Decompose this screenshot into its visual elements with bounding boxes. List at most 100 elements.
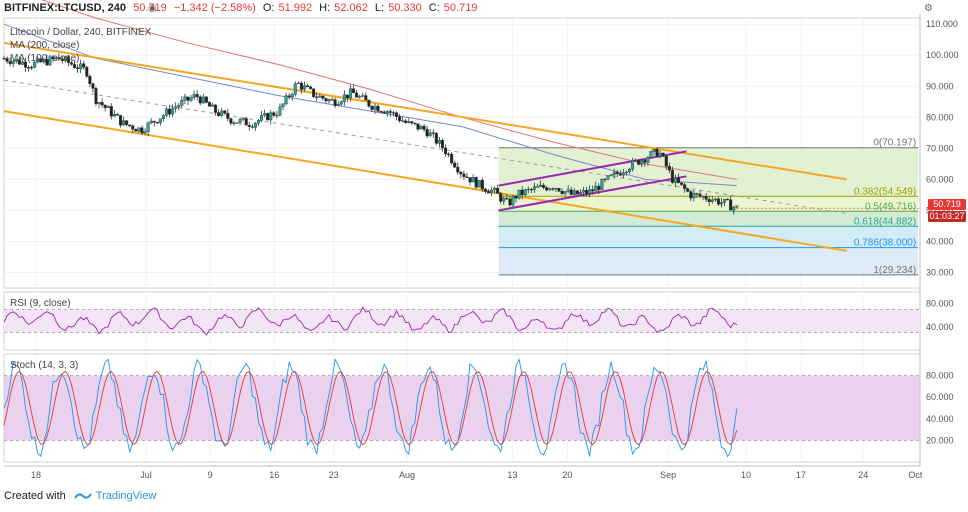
candle — [388, 111, 392, 113]
candle — [716, 198, 720, 205]
tradingview-brand[interactable]: TradingView — [95, 490, 157, 502]
chart-legend-title: Litecoin / Dollar, 240, BITFINEX — [10, 27, 152, 38]
candle — [398, 116, 402, 121]
candle — [296, 82, 300, 84]
eye-icon[interactable]: ◉ — [148, 3, 157, 14]
candle — [14, 59, 18, 62]
candle — [667, 166, 671, 171]
price-change: −1.342 (−2.58%) — [173, 2, 256, 14]
candle — [186, 96, 190, 101]
candle — [382, 111, 386, 114]
candle — [226, 112, 230, 119]
candle — [683, 184, 687, 189]
candle — [416, 123, 420, 130]
candle — [358, 96, 362, 98]
candle — [27, 67, 31, 69]
candle — [370, 106, 374, 110]
stoch-legend[interactable]: Stoch (14, 3, 3) — [10, 360, 79, 371]
candle — [391, 112, 395, 114]
candle — [640, 160, 644, 165]
candle — [453, 162, 457, 168]
candle — [713, 198, 717, 201]
candle — [385, 111, 389, 114]
candle — [336, 103, 340, 106]
candle — [609, 174, 613, 177]
candle — [499, 193, 503, 202]
candle — [490, 189, 494, 194]
candle — [69, 62, 73, 65]
candle — [73, 64, 77, 69]
candle — [361, 95, 365, 97]
candle — [17, 59, 21, 65]
candle — [474, 177, 478, 188]
y-tick-label: 90.000 — [926, 81, 954, 91]
candle — [94, 88, 98, 104]
candle — [523, 189, 527, 196]
stoch-y-tick: 60.000 — [926, 392, 954, 402]
candle — [624, 171, 628, 173]
candle — [149, 120, 153, 124]
candle — [551, 188, 555, 190]
candle — [198, 96, 202, 104]
candle — [422, 125, 426, 130]
candle — [63, 56, 67, 61]
candle — [223, 110, 227, 114]
candle — [569, 189, 573, 195]
y-tick-label: 30.000 — [926, 267, 954, 277]
candle — [652, 149, 656, 152]
rsi-legend[interactable]: RSI (9, close) — [10, 298, 71, 309]
candle — [643, 160, 647, 163]
candle — [404, 120, 408, 123]
x-tick-label: 24 — [858, 470, 868, 480]
candle — [119, 115, 123, 126]
candle — [272, 112, 276, 116]
open-value: 51.992 — [278, 2, 313, 14]
candle — [76, 67, 80, 70]
candle — [704, 196, 708, 200]
candle — [689, 191, 693, 199]
candle — [508, 198, 512, 206]
settings-icon[interactable]: ⚙ — [924, 3, 933, 14]
candle — [539, 184, 543, 187]
candle — [247, 125, 251, 127]
created-with-text: Created with — [4, 490, 66, 502]
x-tick-label: Aug — [399, 470, 415, 480]
candle — [309, 86, 313, 89]
candle — [575, 190, 579, 195]
candle — [339, 101, 343, 105]
candle — [103, 104, 107, 108]
candle — [407, 121, 411, 123]
y-tick-label: 40.000 — [926, 236, 954, 246]
candle — [548, 188, 552, 191]
ma100-legend[interactable]: MA (100, close) — [10, 53, 80, 64]
candle — [456, 166, 460, 173]
inner-channel-upper-line — [498, 150, 687, 187]
candle — [726, 198, 730, 201]
candle — [591, 189, 595, 192]
ma200-legend[interactable]: MA (200, close) — [10, 40, 80, 51]
candle — [480, 180, 484, 190]
candle — [281, 103, 285, 107]
candle — [48, 56, 52, 66]
candle — [600, 179, 604, 190]
candle — [152, 120, 156, 123]
last-price: 50.719 — [133, 2, 167, 14]
x-tick-label: 10 — [741, 470, 751, 480]
candle — [545, 187, 549, 191]
candle — [493, 187, 497, 191]
fib-zone — [498, 247, 919, 275]
candle — [177, 105, 181, 108]
candle — [302, 85, 306, 90]
candle — [465, 176, 469, 178]
rsi-y-tick: 40.000 — [926, 322, 954, 332]
candle — [677, 177, 681, 183]
candle — [686, 188, 690, 192]
candle — [168, 108, 172, 115]
candle — [112, 113, 116, 117]
candle — [355, 92, 359, 98]
countdown-tag: 01:03:27 — [928, 211, 966, 222]
candle — [207, 102, 211, 107]
candle — [364, 95, 368, 101]
symbol-name[interactable]: BITFINEX:LTCUSD, 240 — [4, 2, 127, 14]
